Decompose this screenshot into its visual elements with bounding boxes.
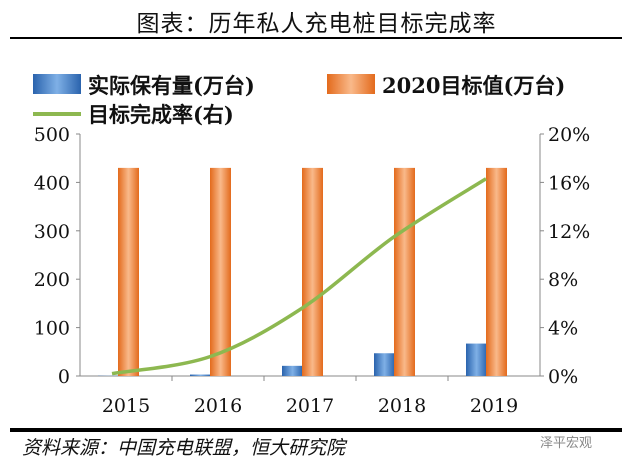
- bar-target: [486, 167, 507, 376]
- y2-tick-label: 0%: [548, 366, 578, 388]
- chart-svg: 0 100 200 300 400 500 0% 4% 8% 12% 16% 20% 2015 2016 2…: [33, 73, 590, 417]
- x-tick-label: 2019: [470, 395, 518, 417]
- x-tick-label: 2017: [286, 395, 334, 417]
- x-tick-label: 2016: [194, 395, 242, 417]
- bar-target: [118, 167, 139, 376]
- line-rate: [111, 177, 487, 376]
- y2-tick-label: 20%: [548, 124, 590, 146]
- y-tick-label: 200: [34, 269, 70, 291]
- bar-actual: [190, 374, 211, 376]
- bar-actual: [466, 343, 487, 376]
- y-tick-label: 400: [34, 172, 70, 194]
- y-tick-label: 300: [34, 221, 70, 243]
- source-note: 资料来源：中国充电联盟，恒大研究院: [22, 437, 346, 459]
- y2-tick-label: 12%: [548, 221, 590, 243]
- legend-label-rate: 目标完成率(右): [88, 102, 234, 127]
- x-tick-label: 2015: [102, 395, 150, 417]
- legend-label-actual: 实际保有量(万台): [88, 73, 255, 98]
- watermark: 泽平宏观: [540, 436, 593, 451]
- chart-title: 图表：历年私人充电桩目标完成率: [136, 11, 497, 37]
- y-tick-label: 0: [58, 366, 70, 388]
- legend-label-target: 2020目标值(万台): [382, 73, 565, 98]
- bar-target: [394, 167, 415, 376]
- legend-swatch-target: [327, 74, 375, 94]
- divider: [10, 428, 622, 432]
- bar-target: [210, 167, 231, 376]
- y-tick-label: 500: [34, 124, 70, 146]
- y-tick-label: 100: [34, 318, 70, 340]
- y2-tick-label: 16%: [548, 172, 590, 194]
- bar-actual: [282, 365, 303, 376]
- legend-swatch-actual: [33, 74, 81, 94]
- y2-tick-label: 8%: [548, 269, 578, 291]
- bar-target: [302, 167, 323, 376]
- x-tick-label: 2018: [378, 395, 426, 417]
- divider: [10, 37, 622, 39]
- y2-tick-label: 4%: [548, 318, 578, 340]
- bar-actual: [374, 353, 395, 376]
